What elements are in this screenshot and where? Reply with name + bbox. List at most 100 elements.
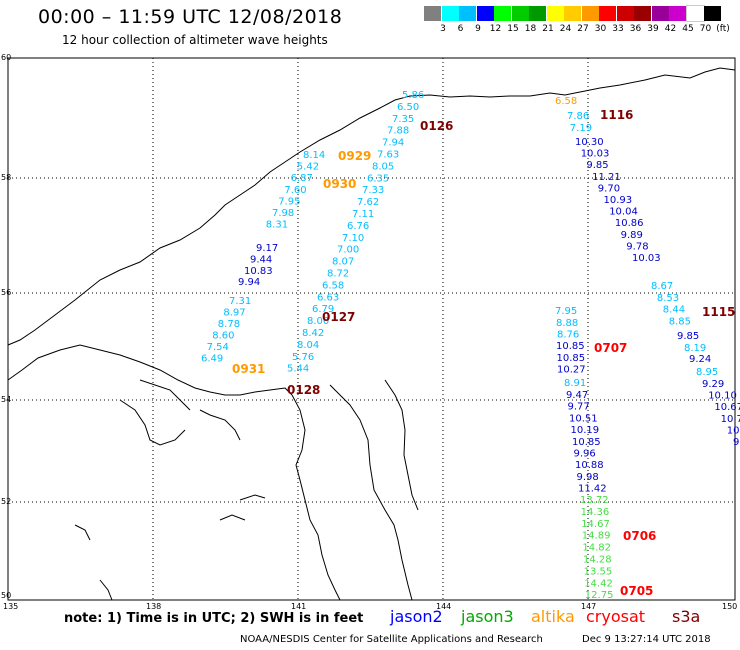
wave-height-value: 10.67 [714,402,740,413]
wave-height-value: 9.24 [689,354,711,365]
wave-height-value: 7.00 [337,245,359,256]
wave-height-value: 14.82 [582,543,611,554]
wave-height-value: 9.70 [598,183,620,194]
wave-height-value: 13.55 [584,566,613,577]
wave-height-value: 8.05 [372,161,394,172]
pass-time-label: 0707 [594,341,627,355]
wave-height-value: 6.63 [317,292,339,303]
wave-height-value: 8.60 [212,331,234,342]
pass-time-label: 0126 [420,119,453,133]
wave-height-value: 9.89 [621,230,643,241]
wave-height-value: 10.30 [575,137,604,148]
wave-height-value: 5.44 [287,364,309,375]
wave-height-value: 10.73 [721,414,740,425]
scale-label: (ft) [716,24,730,34]
pass-time-label: 0128 [287,383,320,397]
wave-height-value: 5.42 [297,162,319,173]
wave-height-value: 10.86 [615,218,644,229]
lon-label: 144 [436,602,451,610]
scale-label: 3 [440,24,446,34]
axis-labels: 60 58 56 54 52 50 135 138 141 144 147 150 [1,53,737,610]
wave-height-value: 7.63 [377,150,399,161]
wave-height-value: 8.19 [684,343,706,354]
lon-label: 141 [291,602,306,610]
wave-height-value: 14.89 [582,531,611,542]
scale-label: 33 [612,24,624,34]
wave-height-value: 9.29 [702,379,724,390]
wave-height-value: 6.50 [397,102,419,113]
wave-height-value: 14.67 [581,519,610,530]
wave-height-value: 7.10 [342,233,364,244]
wave-height-value: 6.79 [312,304,334,315]
wave-height-value: 8.53 [657,293,679,304]
scale-swatch [564,6,581,21]
wave-height-value: 8.72 [327,269,349,280]
wave-height-value: 10.03 [632,253,661,264]
wave-height-value: 8.07 [332,257,354,268]
scale-label: 30 [594,24,607,34]
satellite-legend-altika: altika [531,607,575,626]
wave-tracks: 5.866.507.357.887.947.638.056.357.337.62… [201,90,740,601]
satellite-legend-jason2: jason2 [390,607,443,626]
wave-height-value: 12.75 [585,590,614,601]
lon-label: 150 [722,602,737,610]
wave-height-value: 6.76 [347,221,369,232]
scale-swatch [424,6,441,21]
lon-label: 147 [581,602,596,610]
scale-swatch [546,6,564,21]
wave-height-value: 9.44 [250,254,272,265]
wave-height-value: 8.44 [663,305,685,316]
pass-time-label: 1116 [600,108,633,122]
wave-height-value: 8.00 [307,316,329,327]
wave-height-value: 5.86 [402,90,424,101]
wave-height-value: 14.42 [584,578,613,589]
wave-height-value: 10.1 [727,425,740,436]
wave-height-value: 10.51 [569,413,598,424]
lat-label: 54 [1,395,11,404]
scale-swatch [669,6,686,21]
scale-label: 12 [489,24,502,34]
coastline [7,67,736,601]
satellite-legend-s3a: s3a [672,607,701,626]
scale-swatch [441,6,459,21]
wave-height-value: 10.85 [572,437,601,448]
wave-height-value: 10.88 [575,460,604,471]
scale-swatch [476,6,494,21]
wave-height-value: 9.77 [568,402,590,413]
wave-height-value: 10.04 [609,207,638,218]
lat-label: 58 [1,173,11,182]
wave-height-value: 11.21 [592,172,621,183]
scale-label: 21 [542,24,554,34]
scale-label: 18 [524,24,537,34]
wave-height-value: 7.94 [382,138,404,149]
scale-swatch [459,6,476,21]
wave-height-value: 8.88 [556,318,578,329]
wave-height-value: 10.19 [571,425,600,436]
wave-height-value: 9.94 [238,277,260,288]
scale-swatch [634,6,651,21]
pass-time-labels: 0126 0929 0930 1116 1115 0127 0931 0128 0707 0706… [232,108,735,598]
wave-height-value: 14.36 [581,507,610,518]
wave-height-value: 14.28 [583,555,612,566]
satellite-legend-cryosat: cryosat [586,607,646,626]
scale-swatch [651,6,669,21]
pass-time-label: 0706 [623,529,656,543]
credit-line: NOAA/NESDIS Center for Satellite Applica… [240,634,543,645]
wave-height-value: 8.04 [297,340,319,351]
pass-time-label: 0929 [338,149,371,163]
wave-height-value: 8.14 [303,150,325,161]
map-frame [7,57,736,601]
wave-height-value: 6.58 [322,280,344,291]
wave-height-value: 10.85 [557,353,586,364]
wave-height-value: 8.95 [696,367,718,378]
wave-height-value: 7.19 [570,123,592,134]
wave-height-value: 10.03 [581,149,610,160]
wave-height-value: 6.35 [367,173,389,184]
wave-height-value: 7.95 [555,306,577,317]
wave-height-value: 13.72 [580,495,609,506]
footer-note: note: 1) Time is in UTC; 2) SWH is in fe… [64,611,364,626]
lat-label: 60 [1,53,11,62]
wave-height-value: 7.11 [352,209,374,220]
scale-label: 45 [682,24,694,34]
